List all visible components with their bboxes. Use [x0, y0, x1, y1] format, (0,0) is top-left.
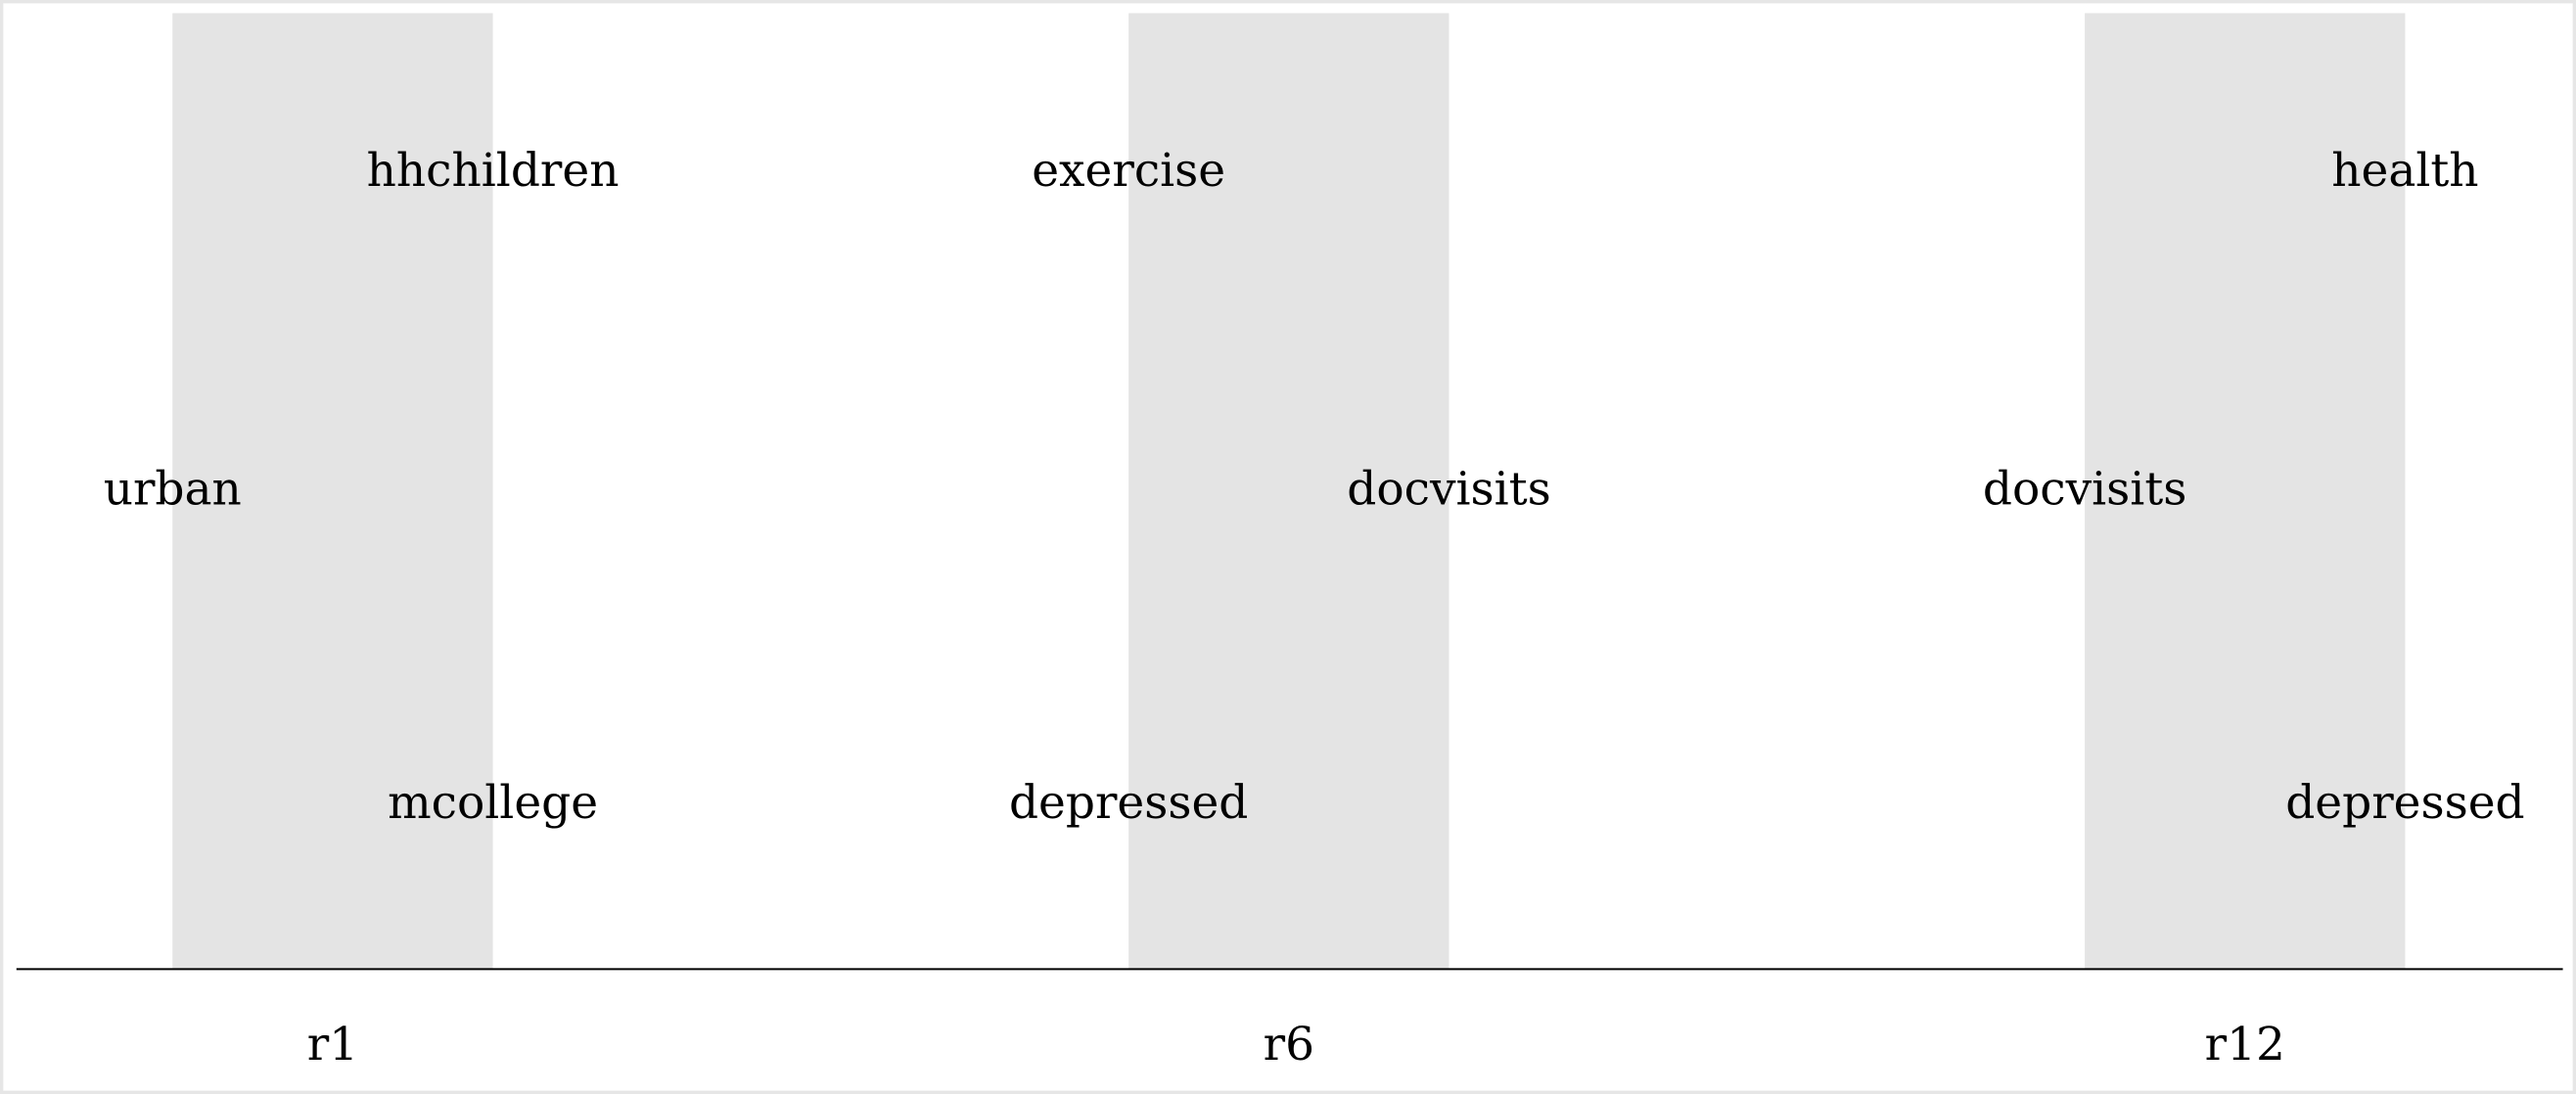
item-label: urban [104, 463, 242, 517]
band [2085, 13, 2406, 970]
item-label: health [2331, 144, 2478, 198]
band [1128, 13, 1449, 970]
band [172, 13, 493, 970]
item-label: depressed [2285, 776, 2524, 830]
labels: r1 hhchildren urban mcollege r6 exercise docvi… [104, 144, 2525, 1071]
item-label: mcollege [388, 776, 598, 830]
item-label: depressed [1009, 776, 1248, 830]
column-label: r1 [307, 1018, 358, 1071]
item-label: docvisits [1983, 463, 2186, 517]
item-label: hhchildren [367, 144, 620, 198]
column-label: r12 [2205, 1018, 2285, 1071]
column-label: r6 [1264, 1018, 1314, 1071]
item-label: docvisits [1347, 463, 1550, 517]
bands [172, 13, 2406, 970]
item-label: exercise [1032, 144, 1225, 198]
